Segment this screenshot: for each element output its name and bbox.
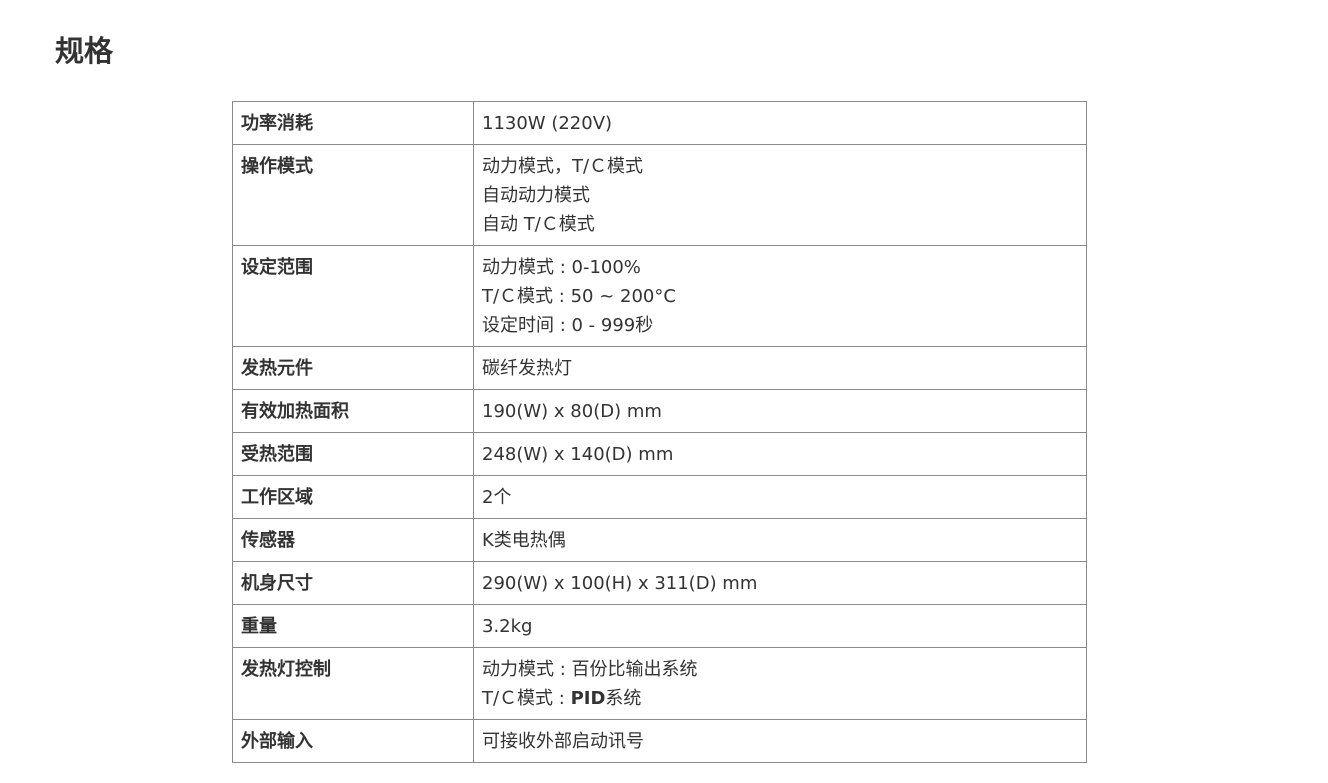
section-title: 规格 <box>55 34 114 68</box>
spec-value: 290(W) x 100(H) x 311(D) mm <box>473 561 1087 605</box>
spec-value-text: 290(W) x 100(H) x 311(D) mm <box>482 573 758 594</box>
spec-row: 工作区域 2个 <box>232 475 1087 519</box>
spec-value-text: 自动动力模式 <box>482 185 590 206</box>
spec-row: 发热灯控制 动力模式 : 百份比输出系统 T/Ｃ模式 : PID系统 <box>232 647 1087 720</box>
spec-row: 设定范围 动力模式 : 0-100% T/Ｃ模式 : 50 ~ 200°C 设定时间 … <box>232 245 1087 347</box>
spec-row: 操作模式 动力模式，T/Ｃ模式 自动动力模式 自动 T/Ｃ模式 <box>232 144 1087 246</box>
spec-value-text: 2个 <box>482 487 512 508</box>
spec-row: 重量 3.2kg <box>232 604 1087 648</box>
spec-label: 外部输入 <box>232 719 474 763</box>
spec-row: 外部输入 可接收外部启动讯号 <box>232 719 1087 763</box>
spec-value: 可接收外部启动讯号 <box>473 719 1087 763</box>
spec-label: 设定范围 <box>232 245 474 347</box>
spec-value-text: 设定时间 : 0 - 999秒 <box>482 315 654 336</box>
spec-value-line: K类电热偶 <box>482 526 1078 555</box>
spec-row: 发热元件 碳纤发热灯 <box>232 346 1087 390</box>
spec-value-text: T/Ｃ模式 : <box>482 688 571 709</box>
spec-row: 机身尺寸 290(W) x 100(H) x 311(D) mm <box>232 561 1087 605</box>
spec-value-line: 3.2kg <box>482 612 1078 641</box>
spec-value: 248(W) x 140(D) mm <box>473 432 1087 476</box>
spec-value-line: 2个 <box>482 483 1078 512</box>
spec-label: 操作模式 <box>232 144 474 246</box>
spec-value-line: T/Ｃ模式 : 50 ~ 200°C <box>482 282 1078 311</box>
spec-value-text: T/Ｃ模式 : 50 ~ 200°C <box>482 286 676 307</box>
spec-value: 1130W (220V) <box>473 101 1087 145</box>
spec-value: 190(W) x 80(D) mm <box>473 389 1087 433</box>
spec-value-line: 290(W) x 100(H) x 311(D) mm <box>482 569 1078 598</box>
spec-row: 有效加热面积 190(W) x 80(D) mm <box>232 389 1087 433</box>
spec-row: 传感器 K类电热偶 <box>232 518 1087 562</box>
spec-value-text: 1130W (220V) <box>482 113 613 134</box>
spec-value-text: K类电热偶 <box>482 530 566 551</box>
spec-value: 3.2kg <box>473 604 1087 648</box>
spec-value: K类电热偶 <box>473 518 1087 562</box>
spec-label: 发热元件 <box>232 346 474 390</box>
spec-value-text: 系统 <box>605 688 642 709</box>
spec-table: 功率消耗 1130W (220V) 操作模式 动力模式，T/Ｃ模式 自动动力模式 自动 T… <box>232 101 1087 763</box>
spec-label: 传感器 <box>232 518 474 562</box>
spec-value-text: 3.2kg <box>482 616 533 637</box>
spec-value-line: 1130W (220V) <box>482 109 1078 138</box>
spec-value: 动力模式，T/Ｃ模式 自动动力模式 自动 T/Ｃ模式 <box>473 144 1087 246</box>
spec-label: 机身尺寸 <box>232 561 474 605</box>
spec-value-text: 动力模式，T/Ｃ模式 <box>482 156 644 177</box>
spec-value-line: 动力模式 : 0-100% <box>482 253 1078 282</box>
spec-label: 有效加热面积 <box>232 389 474 433</box>
spec-label: 功率消耗 <box>232 101 474 145</box>
spec-value-text: 动力模式 : 0-100% <box>482 257 641 278</box>
spec-label: 重量 <box>232 604 474 648</box>
spec-value-text: 190(W) x 80(D) mm <box>482 401 662 422</box>
spec-value-text: 可接收外部启动讯号 <box>482 731 644 752</box>
spec-value-line: 可接收外部启动讯号 <box>482 727 1078 756</box>
spec-value: 2个 <box>473 475 1087 519</box>
spec-row: 功率消耗 1130W (220V) <box>232 101 1087 145</box>
spec-value-line: 动力模式，T/Ｃ模式 <box>482 152 1078 181</box>
spec-value-bold-text: PID <box>570 688 606 709</box>
spec-value-line: 自动动力模式 <box>482 181 1078 210</box>
spec-value-text: 碳纤发热灯 <box>482 358 572 379</box>
spec-row: 受热范围 248(W) x 140(D) mm <box>232 432 1087 476</box>
spec-value-line: 碳纤发热灯 <box>482 354 1078 383</box>
spec-value-line: 190(W) x 80(D) mm <box>482 397 1078 426</box>
spec-value-line: 动力模式 : 百份比输出系统 <box>482 655 1078 684</box>
spec-value-text: 248(W) x 140(D) mm <box>482 444 674 465</box>
spec-value-line: 248(W) x 140(D) mm <box>482 440 1078 469</box>
spec-value: 动力模式 : 百份比输出系统 T/Ｃ模式 : PID系统 <box>473 647 1087 720</box>
spec-value-line: T/Ｃ模式 : PID系统 <box>482 684 1078 713</box>
spec-value-text: 自动 T/Ｃ模式 <box>482 214 595 235</box>
spec-value: 动力模式 : 0-100% T/Ｃ模式 : 50 ~ 200°C 设定时间 : 0 … <box>473 245 1087 347</box>
spec-value-text: 动力模式 : 百份比输出系统 <box>482 659 698 680</box>
spec-value-line: 设定时间 : 0 - 999秒 <box>482 311 1078 340</box>
spec-label: 发热灯控制 <box>232 647 474 720</box>
spec-label: 受热范围 <box>232 432 474 476</box>
spec-label: 工作区域 <box>232 475 474 519</box>
spec-value-line: 自动 T/Ｃ模式 <box>482 210 1078 239</box>
spec-value: 碳纤发热灯 <box>473 346 1087 390</box>
